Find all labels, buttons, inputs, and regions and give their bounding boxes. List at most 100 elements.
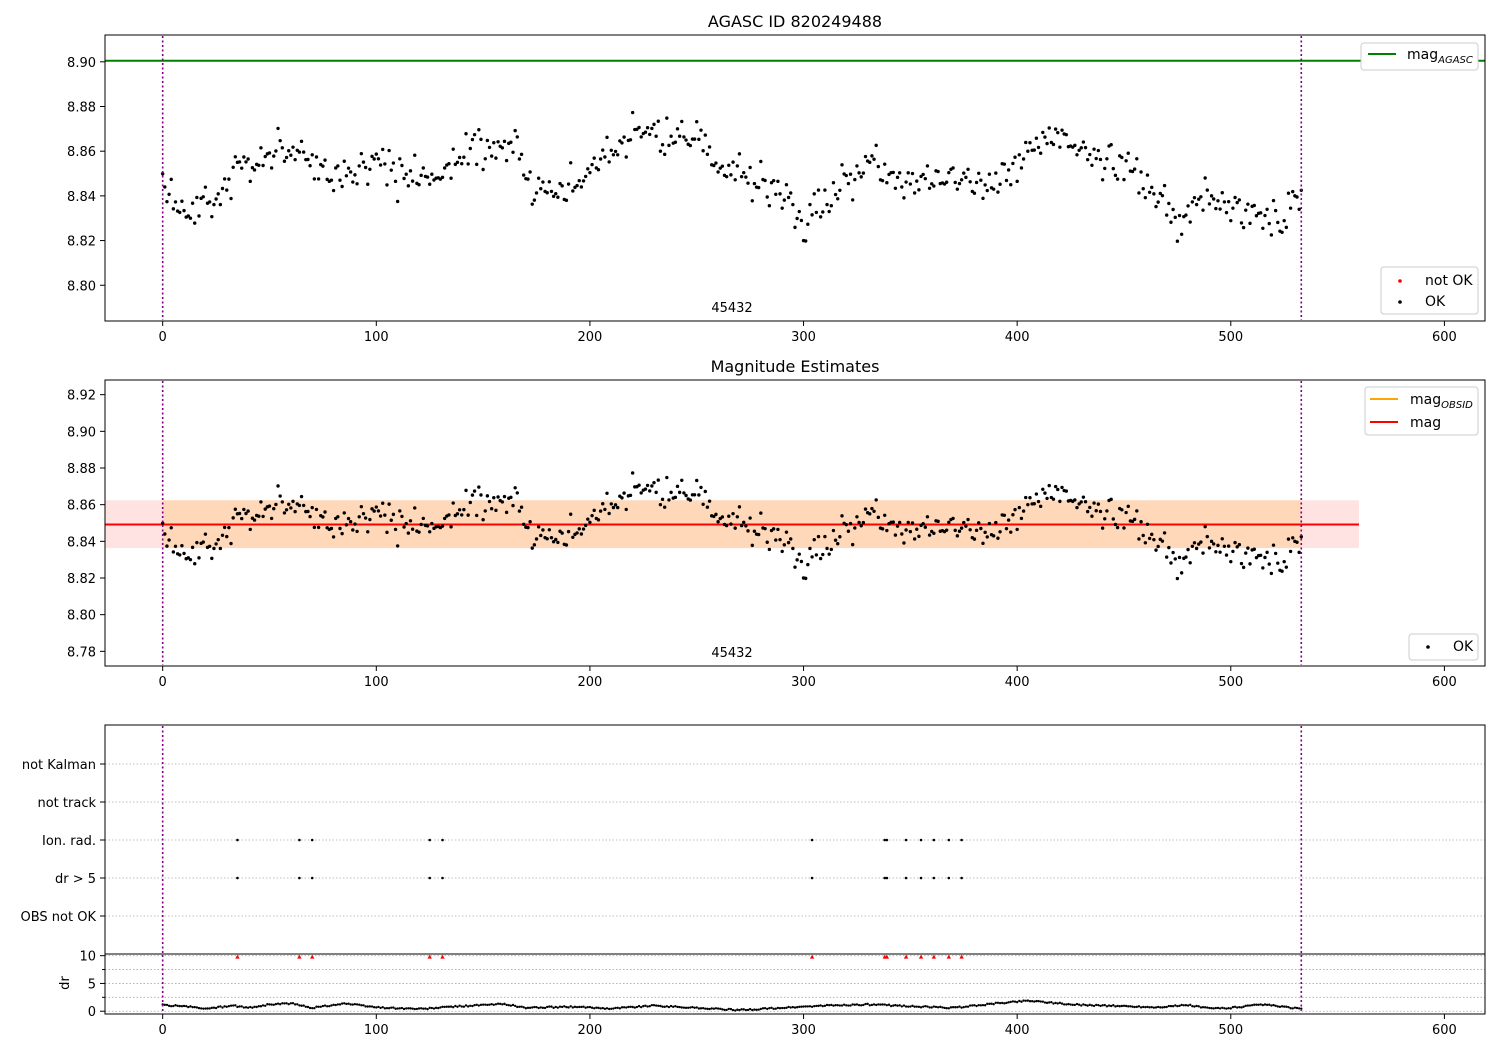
dr-point xyxy=(387,1007,391,1010)
data-point xyxy=(1006,168,1011,172)
data-point xyxy=(1284,225,1289,230)
dr-point xyxy=(225,1005,228,1008)
dr-point xyxy=(911,1004,914,1008)
data-point xyxy=(712,514,716,519)
data-point xyxy=(823,188,827,192)
data-point xyxy=(370,154,374,159)
dr-point xyxy=(789,1006,792,1009)
data-point xyxy=(1162,531,1167,535)
data-point xyxy=(225,534,229,539)
data-point xyxy=(1041,130,1045,135)
data-point xyxy=(519,152,524,157)
data-point xyxy=(1190,200,1195,204)
dr-point xyxy=(1131,1005,1134,1008)
x-tick-label: 200 xyxy=(578,1023,603,1038)
data-point xyxy=(756,185,761,190)
data-point xyxy=(692,493,697,497)
data-point xyxy=(1156,544,1160,549)
data-point xyxy=(596,518,601,522)
dr-point xyxy=(761,1007,765,1010)
dr-point xyxy=(962,1005,965,1009)
data-point xyxy=(1015,179,1019,184)
data-point xyxy=(1152,192,1156,196)
data-point xyxy=(1081,495,1086,499)
legend-bottom: OK xyxy=(1408,633,1479,661)
dr-point xyxy=(825,1003,829,1007)
data-point xyxy=(1177,555,1182,560)
dr-point xyxy=(864,1002,867,1006)
data-point xyxy=(643,487,648,491)
data-point xyxy=(699,128,703,132)
dr-point xyxy=(1235,1006,1239,1009)
dr-point xyxy=(830,1003,833,1007)
data-point xyxy=(957,529,962,533)
data-point xyxy=(1092,147,1096,151)
dr-point xyxy=(563,1005,566,1008)
data-point xyxy=(767,204,772,208)
data-point xyxy=(195,195,199,200)
panel-agasc: AGASC ID 820249488 0 100 200 300 400 500 600 8… xyxy=(67,12,1486,345)
data-point xyxy=(613,503,618,507)
dr-point xyxy=(674,1004,677,1008)
data-point xyxy=(413,506,417,510)
data-point xyxy=(1246,546,1250,550)
dr-point xyxy=(860,1004,863,1007)
data-point xyxy=(994,171,998,175)
dr-point xyxy=(772,1007,775,1011)
data-point xyxy=(272,154,276,158)
data-point xyxy=(966,517,970,522)
data-point xyxy=(246,157,250,161)
data-point xyxy=(1280,230,1284,234)
data-point xyxy=(776,527,780,532)
obsid-label: 45432 xyxy=(711,646,752,661)
data-point xyxy=(1043,135,1047,139)
data-point xyxy=(250,166,255,170)
dr-point xyxy=(943,1006,946,1010)
dr-point xyxy=(689,1006,692,1009)
data-point xyxy=(453,162,458,167)
data-point xyxy=(430,521,434,526)
data-point xyxy=(297,150,302,154)
dr-point xyxy=(535,1005,538,1009)
data-point xyxy=(391,161,396,165)
data-point xyxy=(855,164,859,168)
dr-point xyxy=(533,1005,536,1009)
data-point xyxy=(923,176,928,181)
data-point xyxy=(528,520,532,524)
data-point xyxy=(665,116,669,120)
data-point xyxy=(346,516,351,521)
data-point xyxy=(511,503,515,508)
dr-point xyxy=(1278,1005,1282,1009)
dr-point xyxy=(531,1006,534,1009)
data-point xyxy=(893,533,898,537)
dr-point xyxy=(1184,1004,1188,1007)
data-point xyxy=(1192,541,1197,545)
data-point xyxy=(667,498,671,502)
dr-point xyxy=(787,1005,790,1009)
data-point xyxy=(500,146,505,150)
data-point xyxy=(378,514,383,518)
data-point xyxy=(1248,221,1252,226)
data-point xyxy=(669,134,673,138)
data-point xyxy=(771,527,776,531)
dr-point xyxy=(808,1005,812,1008)
dr-point xyxy=(458,1004,461,1007)
dr-point xyxy=(573,1005,577,1009)
data-point xyxy=(620,141,624,145)
dr-point xyxy=(968,1004,972,1007)
dr-point xyxy=(821,1004,824,1008)
data-point xyxy=(462,155,466,159)
data-point xyxy=(395,199,400,204)
data-point xyxy=(1045,496,1049,501)
data-point xyxy=(1004,526,1009,531)
data-point xyxy=(1145,173,1150,177)
dr-point xyxy=(556,1006,560,1009)
dr-point xyxy=(1186,1004,1190,1007)
dr-point xyxy=(1144,1005,1147,1009)
data-point xyxy=(630,471,635,475)
data-point xyxy=(609,148,613,152)
flag-point xyxy=(310,838,314,842)
dr-point xyxy=(1112,1004,1115,1007)
data-point xyxy=(361,160,366,164)
data-point xyxy=(695,478,699,483)
